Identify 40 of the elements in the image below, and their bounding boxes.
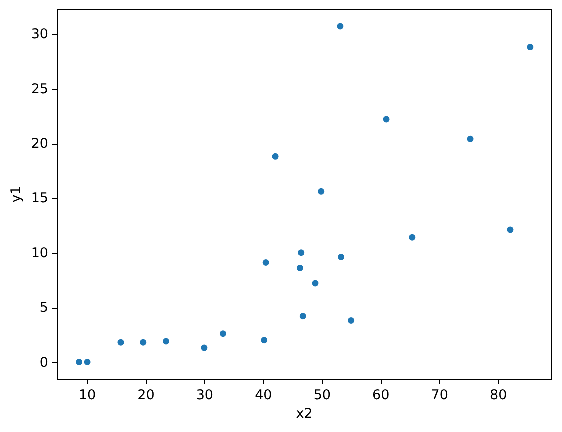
x-tick-label: 20: [138, 388, 155, 404]
point: [262, 260, 270, 266]
y-tick-label: 15: [31, 190, 48, 207]
point: [383, 116, 390, 123]
x-tick-label: 60: [372, 388, 390, 404]
point: [300, 313, 306, 320]
point: [76, 359, 83, 366]
point: [296, 264, 304, 272]
x-tick-label: 80: [490, 388, 508, 404]
point: [272, 153, 279, 160]
y-tick-label: 0: [40, 354, 48, 371]
x-tick-label: 50: [314, 388, 332, 404]
point: [318, 188, 325, 195]
point: [467, 136, 474, 142]
x-axis-title: x2: [296, 406, 313, 422]
point: [507, 226, 514, 234]
y-tick-label: 20: [31, 136, 48, 152]
point: [337, 23, 344, 30]
y-tick-label: 30: [31, 26, 48, 43]
point: [312, 280, 319, 287]
point: [348, 317, 355, 324]
point: [338, 254, 345, 261]
x-tick-label: 40: [255, 388, 272, 404]
y-tick-label: 25: [31, 81, 48, 98]
y-tick-label: 10: [31, 245, 48, 262]
x-tick-label: 70: [431, 388, 448, 404]
point: [118, 339, 124, 346]
point: [298, 250, 305, 256]
point: [84, 359, 91, 366]
y-tick-label: 5: [40, 300, 48, 316]
point: [261, 337, 268, 344]
x-tick-label: 30: [196, 388, 214, 404]
point: [140, 339, 147, 346]
point: [201, 344, 208, 352]
point: [163, 338, 170, 345]
x-tick-label: 10: [78, 388, 96, 404]
point: [409, 234, 416, 241]
y-axis-title: y1: [8, 186, 24, 203]
point: [527, 44, 534, 51]
point: [220, 330, 226, 338]
